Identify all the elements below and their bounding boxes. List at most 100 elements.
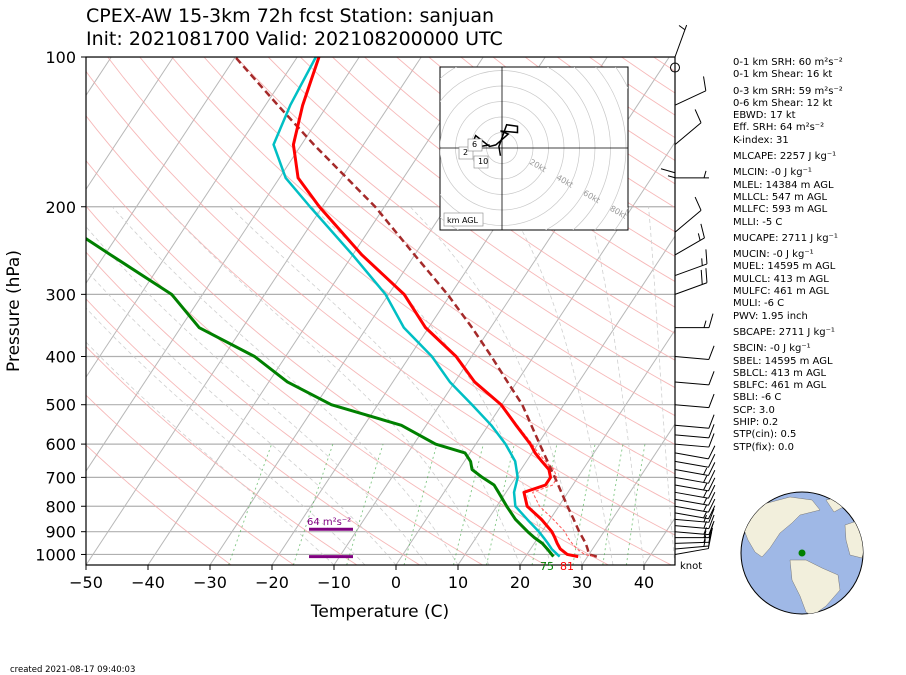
surface-dewpoint-label: 75 xyxy=(540,560,554,573)
dry-adiabat xyxy=(86,251,483,565)
mixing-ratio-line xyxy=(625,444,646,565)
index-row: 0-6 km Shear: 12 kt xyxy=(733,97,833,109)
station-marker xyxy=(798,549,806,557)
dry-adiabat xyxy=(86,394,295,565)
mixing-ratio-line xyxy=(453,443,484,565)
mixing-ratio-line xyxy=(346,443,384,565)
sounding-indices-panel: 0-1 km SRH: 60 m²s⁻² 0-1 km Shear: 16 kt 0… xyxy=(733,57,843,454)
moist-adiabat xyxy=(86,307,366,565)
y-tick-label: 400 xyxy=(45,348,76,367)
index-row: SBCIN: -0 J kg⁻¹ xyxy=(733,343,811,355)
wind-barb xyxy=(675,313,714,329)
wind-barb xyxy=(674,424,715,439)
globe-south-america xyxy=(789,559,841,614)
dry-adiabat xyxy=(299,57,675,334)
wind-barb xyxy=(674,345,715,360)
index-row: MUCAPE: 2711 J kg⁻¹ xyxy=(733,232,838,244)
wind-barbs xyxy=(660,24,716,555)
isotherm-line xyxy=(147,57,484,565)
index-row: MLLFC: 593 m AGL xyxy=(733,204,828,216)
y-axis-label: Pressure (hPa) xyxy=(4,250,24,372)
wind-barb xyxy=(674,371,715,386)
index-row: SBEL: 14595 m AGL xyxy=(733,355,833,367)
wind-barb xyxy=(674,491,716,506)
isotherm-line xyxy=(86,57,360,472)
globe-north-america xyxy=(741,496,821,558)
wind-barb xyxy=(674,249,708,277)
mixing-ratio-line xyxy=(228,443,273,565)
moist-adiabat xyxy=(229,206,521,565)
y-tick-label: 800 xyxy=(45,497,76,516)
dry-adiabat xyxy=(86,444,232,565)
chart-subtitle: Init: 2021081700 Valid: 202108200000 UTC xyxy=(86,28,503,50)
wind-barb xyxy=(675,170,709,179)
isotherm-line xyxy=(86,57,236,285)
isotherm-line xyxy=(519,329,675,565)
dry-adiabat xyxy=(86,205,546,565)
wind-barb xyxy=(674,469,716,484)
surface-temperature-label: 81 xyxy=(560,560,574,573)
dry-adiabat xyxy=(139,57,675,475)
dry-adiabat xyxy=(107,57,675,505)
location-globe xyxy=(740,491,864,615)
mixing-ratio-line xyxy=(486,443,515,565)
wind-barb xyxy=(674,498,716,513)
dry-adiabat xyxy=(86,115,672,565)
dry-adiabat xyxy=(235,57,675,389)
wind-barb xyxy=(674,414,715,429)
index-row: SCP: 3.0 xyxy=(733,404,775,416)
x-tick-label: −30 xyxy=(193,573,227,592)
x-tick-label: 20 xyxy=(510,573,530,592)
moist-adiabat xyxy=(86,269,397,565)
dry-adiabat xyxy=(171,57,675,445)
hodograph-height-label: 10 xyxy=(478,157,488,166)
plot-frame xyxy=(85,56,676,566)
y-tick-label: 1000 xyxy=(35,545,76,564)
isotherm-line xyxy=(457,235,675,565)
moist-adiabat xyxy=(164,206,490,565)
y-tick-label: 300 xyxy=(45,285,76,304)
index-row: STP(cin): 0.5 xyxy=(733,429,797,441)
x-tick-label: 40 xyxy=(634,573,654,592)
dry-adiabat xyxy=(267,57,675,361)
isotherm-line xyxy=(86,57,422,565)
index-row: MLEL: 14384 m AGL xyxy=(733,179,834,191)
wind-barb xyxy=(674,24,688,58)
x-tick-label: −50 xyxy=(69,573,103,592)
x-tick-label: −10 xyxy=(317,573,351,592)
wind-barb xyxy=(674,453,716,468)
skewt-profiles xyxy=(86,57,598,559)
wind-barb xyxy=(674,520,715,536)
y-tick-label: 500 xyxy=(45,396,76,415)
index-row: MULFC: 461 m AGL xyxy=(733,286,829,298)
dewpoint-profile xyxy=(86,236,555,558)
y-tick-label: 700 xyxy=(45,468,76,487)
skewt-background-lines xyxy=(86,57,675,565)
chart-title: CPEX-AW 15-3km 72h fcst Station: sanjuan xyxy=(86,5,495,27)
moist-adiabat xyxy=(86,341,335,565)
wind-barb xyxy=(674,477,716,492)
temperature-profile xyxy=(291,57,579,559)
moist-adiabat xyxy=(587,206,645,565)
mixing-ratio-line xyxy=(292,443,334,565)
moist-adiabat xyxy=(111,206,459,565)
index-row: 0-3 km SRH: 59 m²s⁻² xyxy=(733,85,843,97)
index-row: K-index: 31 xyxy=(733,134,789,146)
y-tick-label: 200 xyxy=(45,198,76,217)
wind-barb xyxy=(674,508,715,523)
index-row: Eff. SRH: 64 m²s⁻² xyxy=(733,122,825,134)
wind-barb xyxy=(660,168,676,207)
x-tick-label: 0 xyxy=(391,573,401,592)
wetbulb-profile xyxy=(272,57,561,558)
wind-barb xyxy=(674,393,715,409)
isotherm-line xyxy=(395,141,675,565)
hodograph-height-label: 2 xyxy=(463,148,468,157)
index-row: 0-1 km SRH: 60 m²s⁻² xyxy=(733,57,843,68)
index-row: SHIP: 0.2 xyxy=(733,417,779,429)
index-row: MLCAPE: 2257 J kg⁻¹ xyxy=(733,151,837,163)
index-row: MULCL: 413 m AGL xyxy=(733,273,829,285)
wind-barb xyxy=(674,445,716,460)
skewt-axes: −50 −40 −30 −20 −10 0 10 20 30 40 100 200 300 400 500 6… xyxy=(35,48,676,592)
index-row: PWV: 1.95 inch xyxy=(733,310,808,322)
